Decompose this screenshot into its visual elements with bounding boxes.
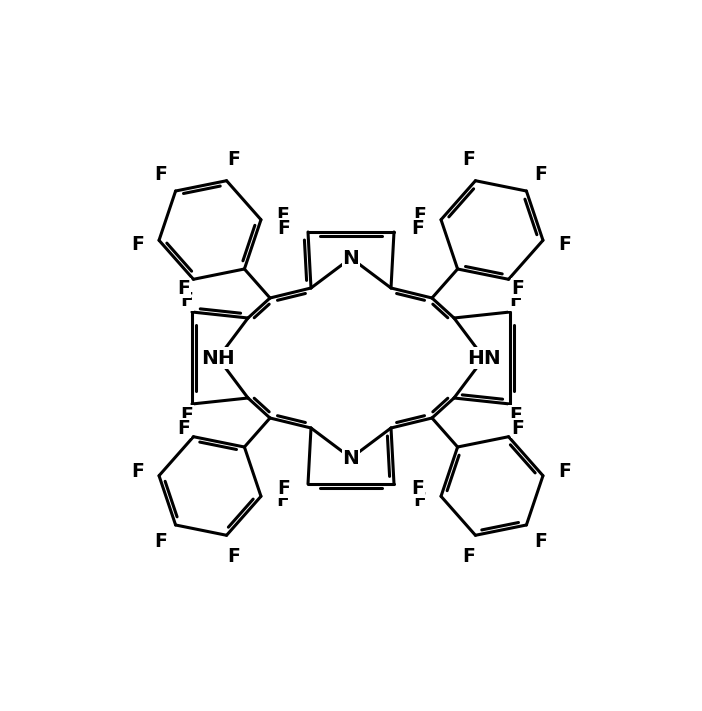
Text: F: F (180, 291, 193, 310)
Text: F: F (227, 150, 240, 169)
Text: F: F (512, 419, 524, 437)
Text: F: F (131, 462, 144, 481)
Text: F: F (462, 150, 475, 169)
Text: F: F (178, 279, 190, 297)
Text: F: F (277, 479, 291, 498)
Text: HN: HN (467, 348, 501, 368)
Text: F: F (154, 165, 168, 184)
Text: F: F (276, 491, 289, 510)
Text: F: F (277, 218, 291, 237)
Text: F: F (154, 532, 168, 551)
Text: F: F (178, 419, 190, 437)
Text: F: F (411, 218, 425, 237)
Text: F: F (558, 235, 571, 254)
Text: F: F (512, 279, 524, 297)
Text: N: N (343, 449, 359, 468)
Text: F: F (413, 206, 426, 225)
Text: F: F (411, 479, 425, 498)
Text: F: F (276, 206, 289, 225)
Text: NH: NH (201, 348, 235, 368)
Text: N: N (343, 249, 359, 267)
Text: F: F (462, 547, 475, 566)
Text: F: F (558, 462, 571, 481)
Text: F: F (509, 291, 522, 310)
Text: F: F (180, 407, 193, 425)
Text: F: F (131, 235, 144, 254)
Text: F: F (534, 532, 548, 551)
Text: F: F (509, 407, 522, 425)
Text: F: F (534, 165, 548, 184)
Text: F: F (227, 547, 240, 566)
Text: F: F (413, 491, 426, 510)
